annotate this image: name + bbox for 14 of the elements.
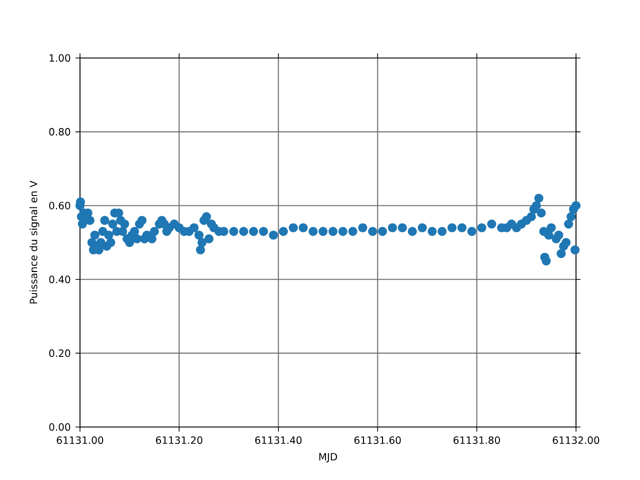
x-tick-label: 61131.40 [255,436,302,444]
x-tick-label: 61131.00 [56,436,104,444]
x-axis-title: MJD [319,453,338,462]
x-tick-label: 61132.00 [552,436,600,444]
y-tick-label: 0.80 [49,128,70,136]
x-tick-label: 61131.80 [454,436,500,444]
y-tick-label: 0.60 [49,202,70,210]
y-tick-label: 0.20 [49,349,70,357]
x-tick-label: 61131.60 [354,436,401,444]
y-tick-label: 1.00 [50,54,70,62]
y-tick-label: 0.00 [49,423,70,431]
y-axis-title: Puissance du signal en V [30,180,40,304]
x-tick-label: 61131.20 [156,436,202,444]
y-tick-label: 0.40 [49,276,70,284]
